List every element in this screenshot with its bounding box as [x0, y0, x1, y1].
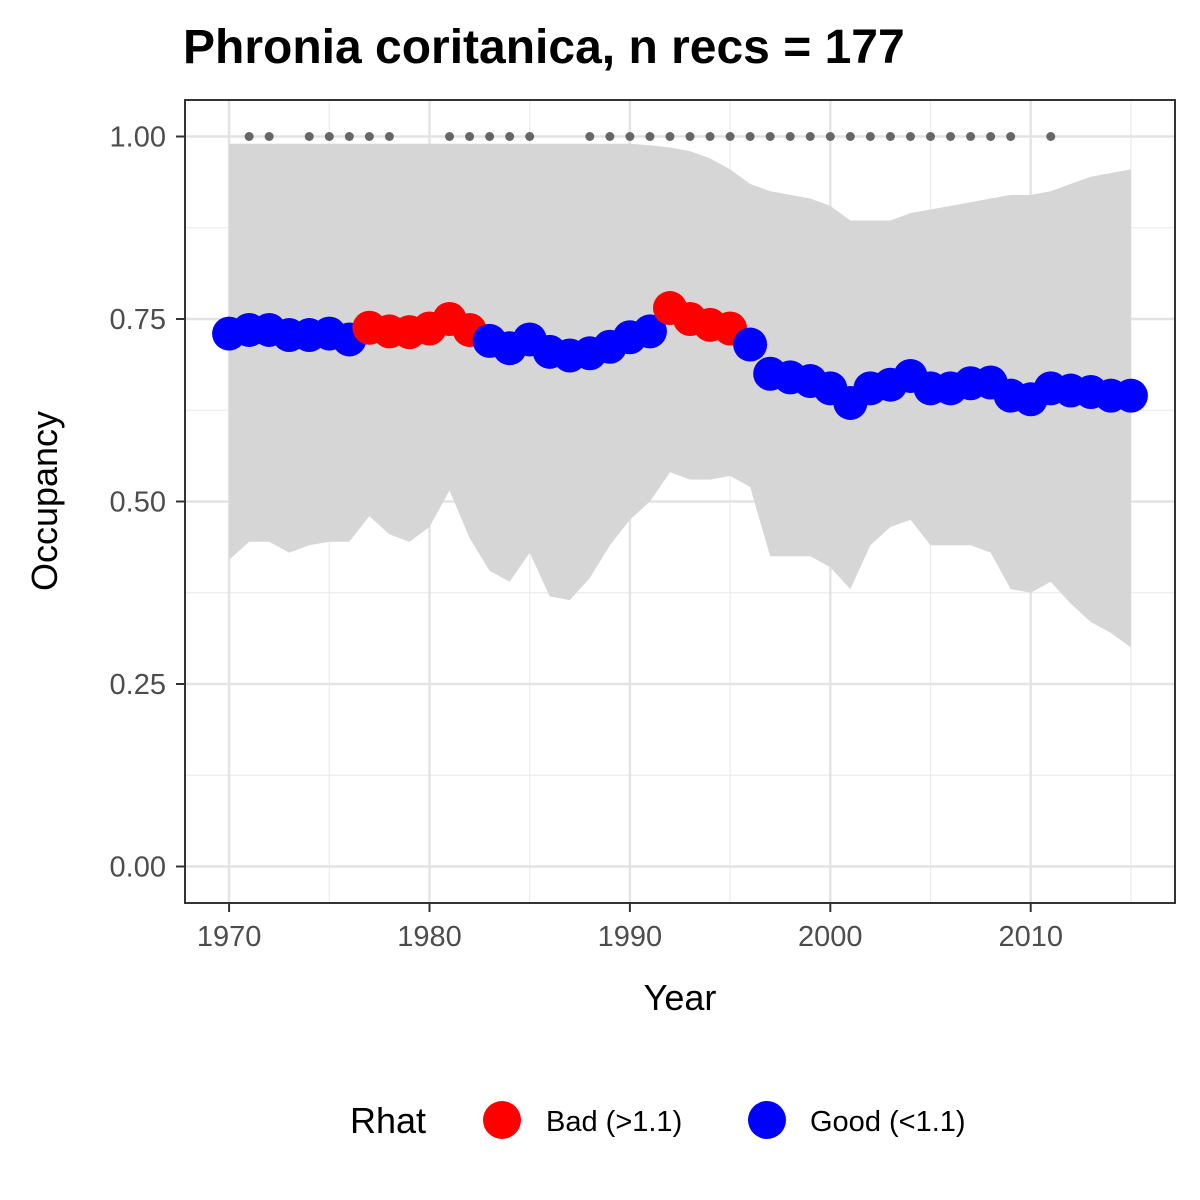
legend-label-good: Good (<1.1) — [810, 1106, 966, 1138]
record-dot — [645, 132, 655, 141]
x-tick-label: 1980 — [397, 921, 462, 953]
x-axis-title: Year — [644, 977, 717, 1018]
y-axis-title: Occupancy — [24, 411, 65, 591]
y-tick-label: 0.25 — [110, 669, 166, 701]
record-dot — [785, 132, 795, 141]
legend-key-bad — [483, 1101, 521, 1139]
record-dot — [585, 132, 595, 141]
x-axis: 1970 1980 1990 2000 2010 — [197, 903, 1063, 953]
y-axis: 0.00 0.25 0.50 0.75 1.00 — [110, 122, 185, 884]
legend-key-good — [748, 1101, 786, 1139]
record-dot — [745, 132, 755, 141]
y-tick-label: 0.50 — [110, 487, 166, 519]
record-dot — [905, 132, 915, 141]
record-dot — [264, 132, 274, 141]
record-dot — [946, 132, 956, 141]
occupancy-points-layer — [212, 291, 1148, 420]
record-dot — [765, 132, 775, 141]
legend-label-bad: Bad (>1.1) — [546, 1106, 682, 1138]
record-dot — [525, 132, 535, 141]
x-tick-label: 1970 — [197, 921, 262, 953]
confidence-ribbon-layer — [229, 143, 1131, 648]
record-dot — [926, 132, 936, 141]
record-dot — [304, 132, 314, 141]
occupancy-point — [632, 314, 667, 349]
y-tick-label: 1.00 — [110, 122, 166, 154]
record-dot — [244, 132, 254, 141]
record-dot — [966, 132, 976, 141]
record-dot — [505, 132, 515, 141]
legend-title: Rhat — [350, 1100, 426, 1141]
occupancy-point — [1113, 378, 1148, 413]
record-dots-layer — [244, 132, 1056, 141]
x-tick-label: 2010 — [998, 921, 1063, 953]
record-dot — [865, 132, 875, 141]
confidence-ribbon — [229, 143, 1131, 648]
record-dot — [805, 132, 815, 141]
y-tick-label: 0.00 — [110, 852, 166, 884]
record-dot — [344, 132, 354, 141]
record-dot — [725, 132, 735, 141]
record-dot — [825, 132, 835, 141]
record-dot — [885, 132, 895, 141]
record-dot — [465, 132, 475, 141]
record-dot — [364, 132, 374, 141]
record-dot — [685, 132, 695, 141]
occupancy-point — [733, 327, 768, 362]
record-dot — [705, 132, 715, 141]
y-tick-label: 0.75 — [110, 304, 166, 336]
record-dot — [445, 132, 455, 141]
x-tick-label: 1990 — [598, 921, 663, 953]
record-dot — [986, 132, 996, 141]
record-dot — [384, 132, 394, 141]
record-dot — [485, 132, 495, 141]
record-dot — [625, 132, 635, 141]
legend: Rhat Bad (>1.1) Good (<1.1) — [350, 1100, 966, 1141]
record-dot — [1046, 132, 1056, 141]
record-dot — [324, 132, 334, 141]
record-dot — [1006, 132, 1016, 141]
record-dot — [845, 132, 855, 141]
record-dot — [665, 132, 675, 141]
chart-title: Phronia coritanica, n recs = 177 — [183, 21, 905, 74]
x-tick-label: 2000 — [798, 921, 863, 953]
record-dot — [605, 132, 615, 141]
